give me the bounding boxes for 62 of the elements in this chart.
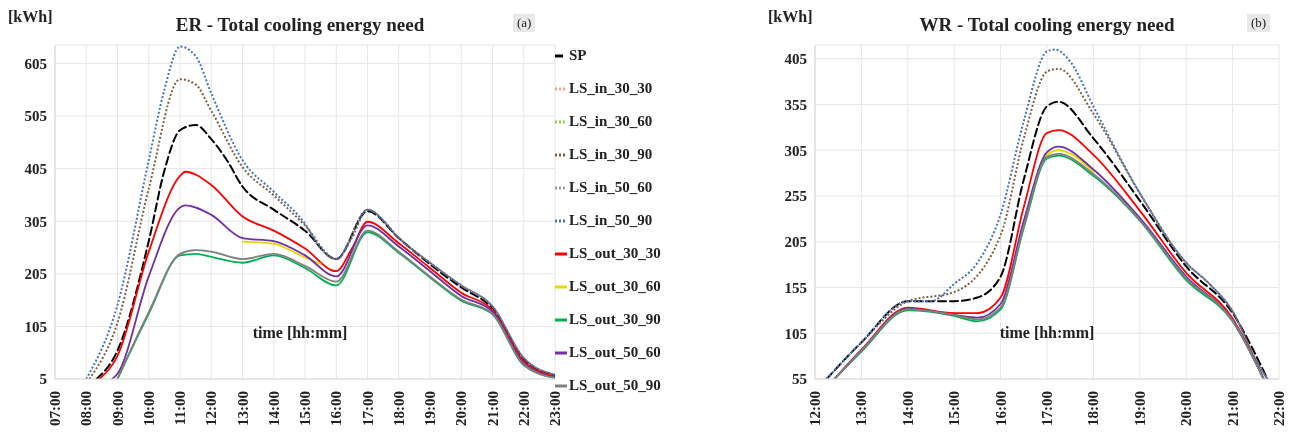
x-tick-label: 10:00 [140, 391, 157, 426]
legend-label: LS_out_30_30 [569, 244, 661, 263]
x-tick-label: 09:00 [109, 391, 126, 426]
x-tick-label: 20:00 [1178, 391, 1195, 426]
y-tick-label: 5 [39, 371, 47, 388]
x-tick-label: 20:00 [453, 391, 470, 426]
y-tick-label: 55 [792, 371, 807, 388]
x-tick-label: 13:00 [853, 391, 870, 426]
x-tick-label: 19:00 [1131, 391, 1148, 426]
y-tick-label: 105 [784, 325, 807, 342]
y-tick-label: 405 [784, 51, 807, 68]
legend-label: LS_out_50_90 [569, 376, 661, 395]
chart-title: ER - Total cooling energy need [175, 14, 425, 35]
x-axis-title: time [hh:mm] [251, 324, 349, 342]
x-tick-label: 15:00 [297, 391, 313, 426]
legend-label: LS_in_30_90 [569, 145, 653, 164]
x-tick-label: 13:00 [234, 391, 251, 426]
x-tick-label: 18:00 [1085, 391, 1102, 426]
x-tick-label: 22:00 [515, 391, 532, 426]
chart-title: WR - Total cooling energy need [919, 14, 1175, 35]
x-tick-label: 17:00 [1039, 391, 1055, 426]
y-tick-label: 205 [24, 266, 47, 283]
y-tick-label: 105 [24, 318, 47, 335]
x-tick-label: 21:00 [1224, 391, 1241, 426]
y-tick-label: 605 [24, 55, 47, 72]
legend-label: LS_in_50_90 [569, 211, 653, 230]
text: (a) [513, 14, 536, 32]
x-tick-label: 08:00 [78, 391, 95, 426]
x-tick-label: 19:00 [422, 391, 438, 426]
x-tick-label: 16:00 [992, 391, 1009, 426]
x-tick-label: 12:00 [203, 391, 220, 426]
y-tick-label: 355 [784, 96, 807, 113]
y-axis-title: [kWh] [768, 8, 813, 26]
legend-label: LS_in_30_30 [569, 79, 653, 98]
x-tick-label: 14:00 [899, 391, 916, 426]
legend-label: LS_out_30_90 [569, 310, 661, 329]
y-tick-label: 405 [24, 160, 47, 177]
y-tick-label: 205 [784, 234, 807, 251]
y-tick-label: 305 [784, 142, 807, 159]
x-tick-label: 16:00 [328, 391, 345, 426]
legend-label: LS_in_50_60 [569, 178, 653, 197]
x-tick-label: 12:00 [807, 391, 823, 426]
legend-label: LS_out_30_60 [569, 277, 661, 296]
x-tick-label: 18:00 [390, 391, 407, 426]
y-tick-label: 155 [784, 279, 807, 296]
x-axis-title: time [hh:mm] [998, 324, 1096, 342]
y-tick-label: 305 [24, 213, 47, 230]
legend-label: LS_out_50_60 [569, 343, 661, 362]
x-tick-label: 15:00 [946, 391, 963, 426]
y-tick-label: 505 [24, 108, 47, 125]
x-tick-label: 23:00 [547, 391, 563, 426]
x-tick-label: 22:00 [1271, 391, 1287, 426]
x-tick-label: 07:00 [47, 391, 63, 426]
x-tick-label: 17:00 [359, 391, 376, 426]
text: (b) [1247, 14, 1271, 32]
x-tick-label: 21:00 [484, 391, 501, 426]
x-tick-label: 11:00 [172, 391, 188, 426]
legend-label: LS_in_30_60 [569, 112, 653, 131]
y-axis-title: [kWh] [8, 8, 53, 26]
x-tick-label: 14:00 [265, 391, 282, 426]
y-tick-label: 255 [784, 188, 807, 205]
legend-label: SP [569, 46, 587, 65]
